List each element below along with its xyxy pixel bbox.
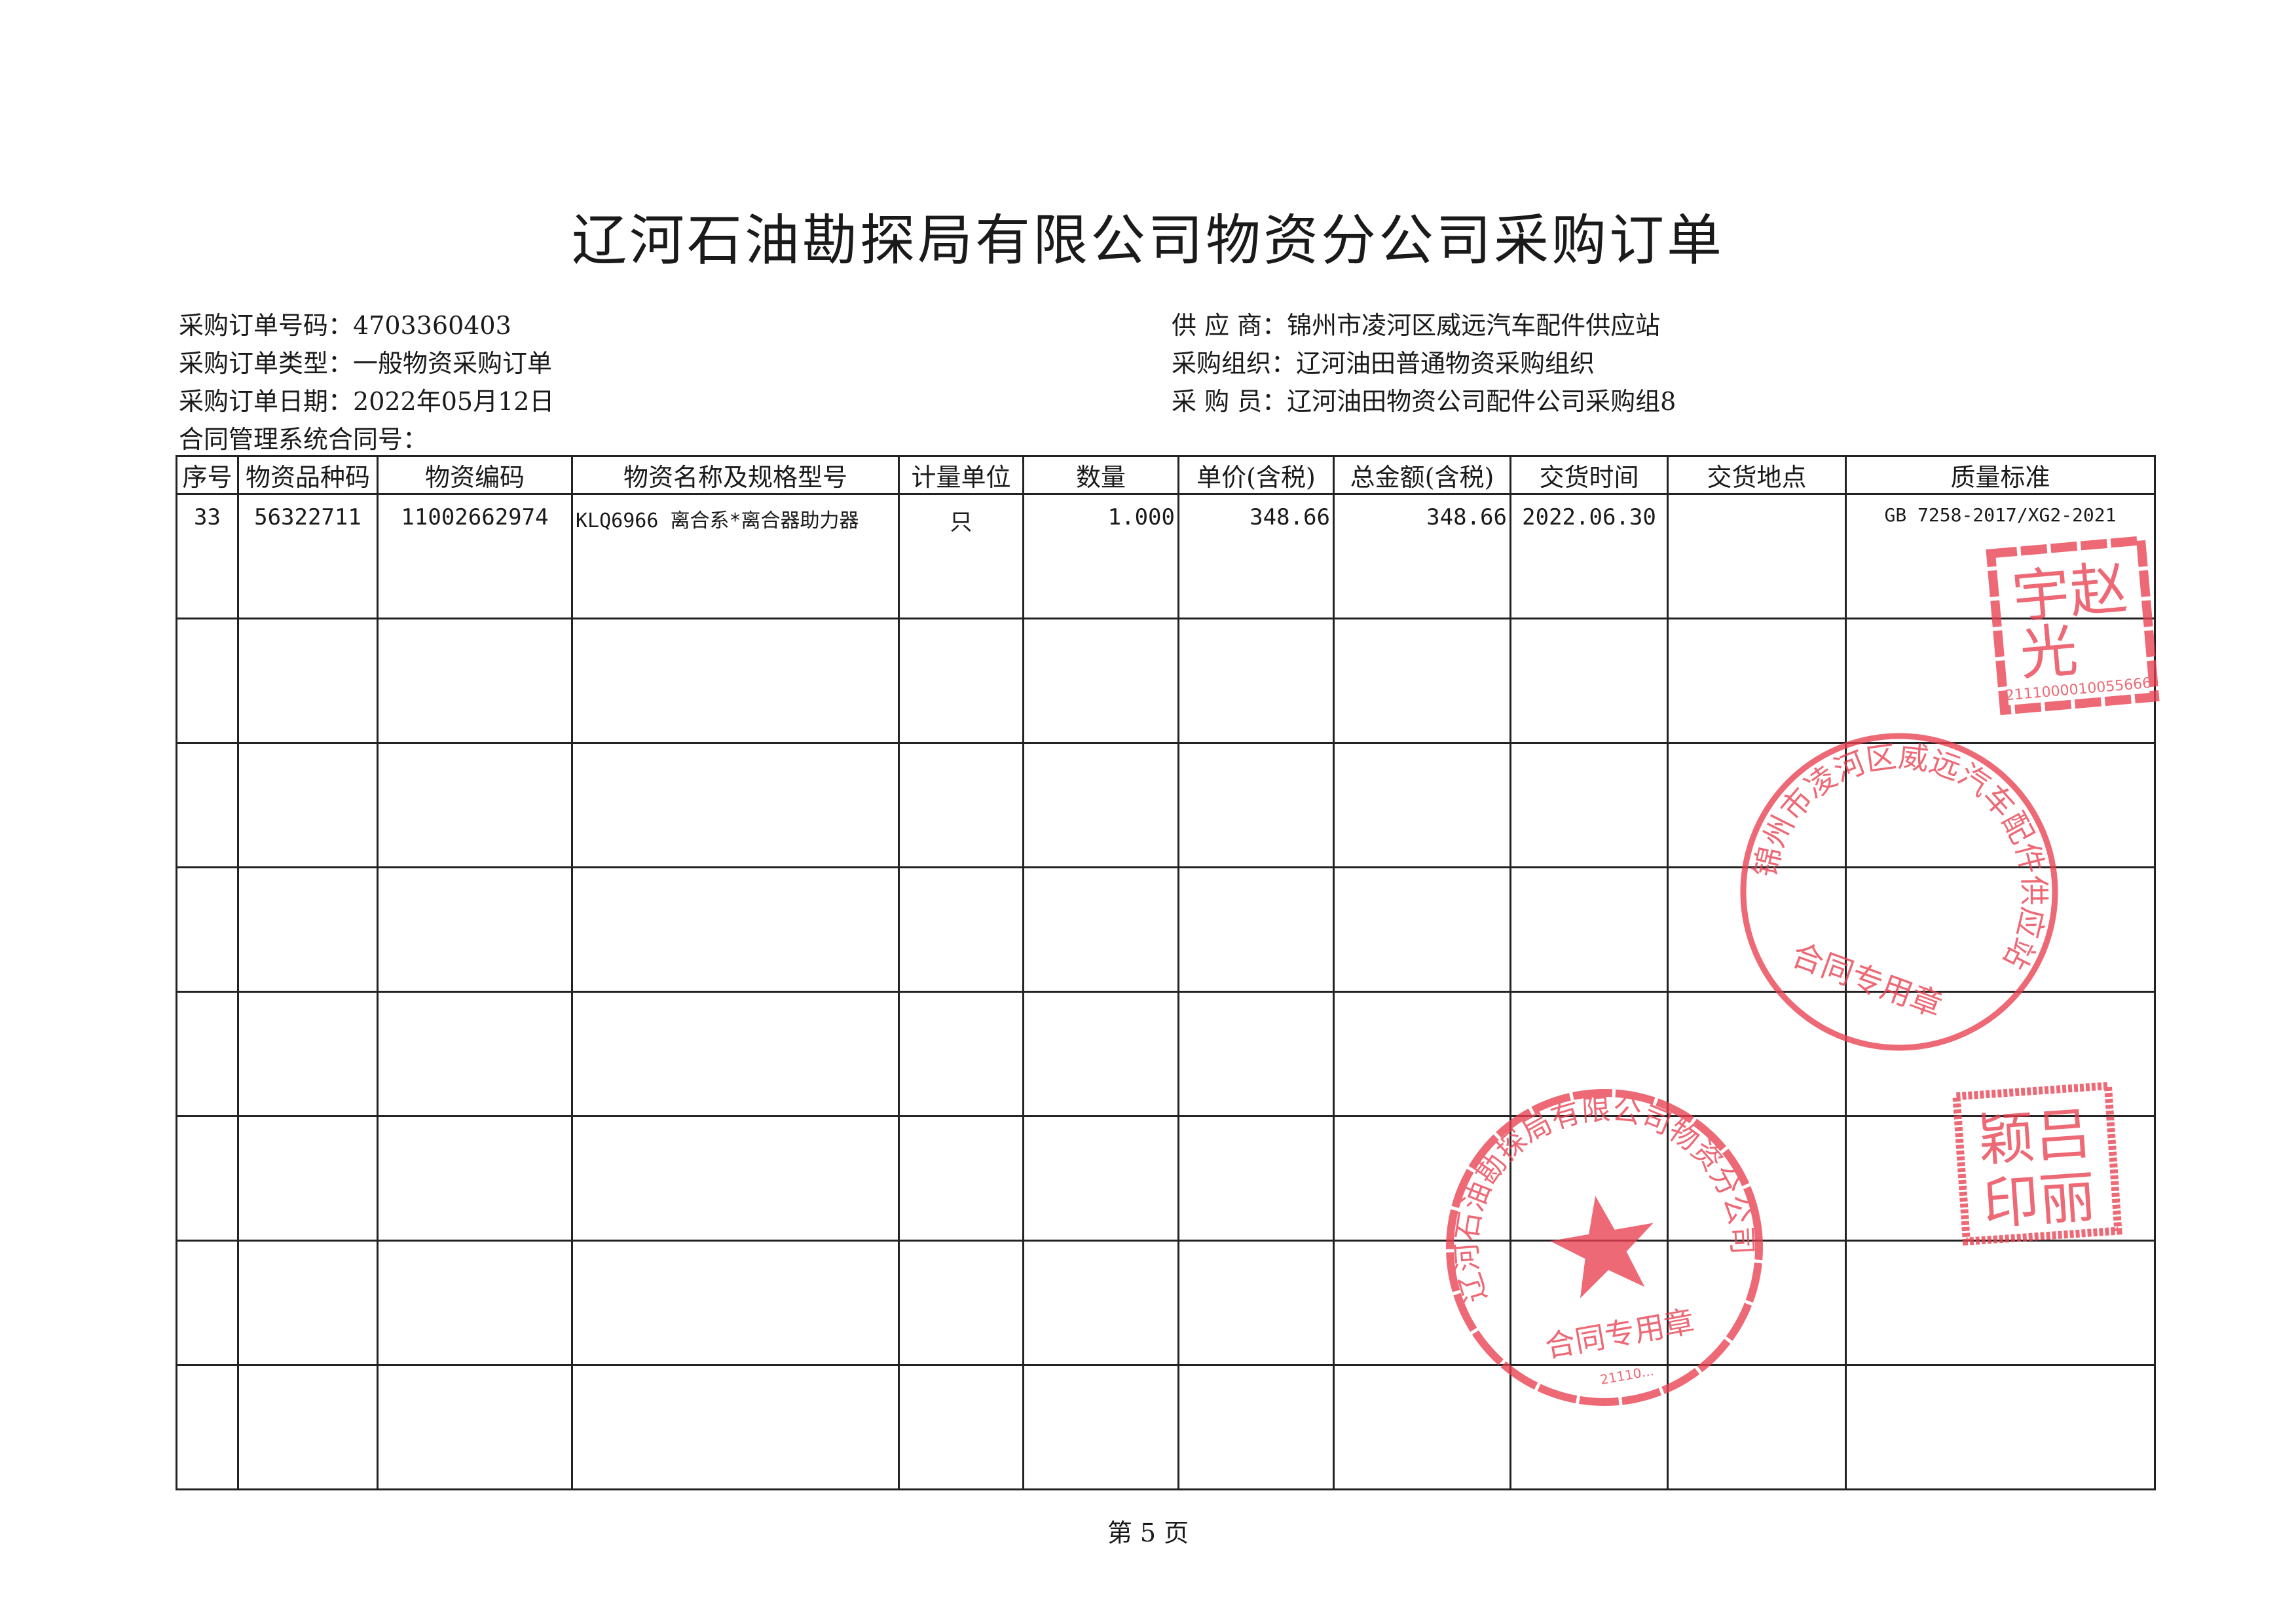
table-header: 序号 物资品种码 物资编码 物资名称及规格型号 计量单位 数量 单价(含税) 总… [176,455,2156,495]
cell-seq: 33 [176,493,239,619]
order-number: 采购订单号码：4703360403 [179,311,511,340]
order-table: 序号 物资品种码 物资编码 物资名称及规格型号 计量单位 数量 单价(含税) 总… [176,455,2156,1490]
header-cell: 物资编码 [377,455,573,495]
table-row-empty [176,1364,2156,1490]
contract-number: 合同管理系统合同号： [179,425,428,454]
header-cell: 物资品种码 [237,455,379,495]
order-date: 采购订单日期：2022年05月12日 [179,387,555,416]
svg-text:合同专用章: 合同专用章 [1542,1303,1697,1364]
header-cell: 计量单位 [898,455,1024,495]
header-cell: 单价(含税) [1177,455,1335,495]
personal-seal-stamp-2: 颖吕 印丽 [1952,1081,2122,1246]
header-cell: 物资名称及规格型号 [571,455,900,495]
svg-text:锦州市凌河区威远汽车配件供应站: 锦州市凌河区威远汽车配件供应站 [1743,728,2063,976]
svg-text:印丽: 印丽 [1981,1164,2098,1238]
cell-delivery-date: 2022.06.30 [1509,493,1669,619]
page-number: 第 5 页 [1107,1519,1189,1547]
star-icon [1550,1196,1654,1299]
buyer: 采 购 员：辽河油田物资公司配件公司采购组8 [1172,387,1676,416]
cell-description: KLQ6966 离合系*离合器助力器 [571,493,900,619]
header-cell: 质量标准 [1845,455,2156,495]
table-row: 33 56322711 11002662974 KLQ6966 离合系*离合器助… [176,493,2156,619]
svg-text:光: 光 [2017,616,2081,688]
supplier-contract-seal: 锦州市凌河区威远汽车配件供应站 合同专用章 [1740,728,2063,1051]
personal-seal-stamp: 宇赵 光 2111000010055666 [1986,535,2160,716]
header-cell: 交货地点 [1667,455,1847,495]
document-title: 辽河石油勘探局有限公司物资分公司采购订单 [571,208,1724,272]
table-row-empty [176,866,2156,993]
buyer-contract-seal: 辽河石油勘探局有限公司物资分公司 合同专用章 21110... [1441,1084,1763,1406]
order-type: 采购订单类型：一般物资采购订单 [179,349,553,378]
purchasing-org: 采购组织：辽河油田普通物资采购组织 [1172,349,1595,378]
table-row-empty [176,1240,2156,1366]
cell-delivery-place [1667,493,1847,619]
header-cell: 数量 [1022,455,1179,495]
header-cell: 序号 [176,455,239,495]
svg-text:合同专用章: 合同专用章 [1787,936,1947,1025]
cell-total: 348.66 [1333,493,1511,619]
header-cell: 交货时间 [1509,455,1669,495]
svg-text:颖吕: 颖吕 [1976,1101,2094,1174]
header-cell: 总金额(含税) [1333,455,1511,495]
table-row-empty [176,618,2156,744]
supplier: 供 应 商：锦州市凌河区威远汽车配件供应站 [1172,311,1661,340]
table-row-empty [176,1115,2156,1242]
cell-unit-price: 348.66 [1177,493,1335,619]
cell-unit: 只 [898,493,1024,619]
cell-category-code: 56322711 [237,493,379,619]
cell-quantity: 1.000 [1022,493,1179,619]
table-row-empty [176,742,2156,868]
table-row-empty [176,991,2156,1117]
svg-text:宇赵: 宇赵 [2009,554,2130,631]
cell-material-code: 11002662974 [377,493,573,619]
svg-text:21110...: 21110... [1599,1363,1656,1388]
